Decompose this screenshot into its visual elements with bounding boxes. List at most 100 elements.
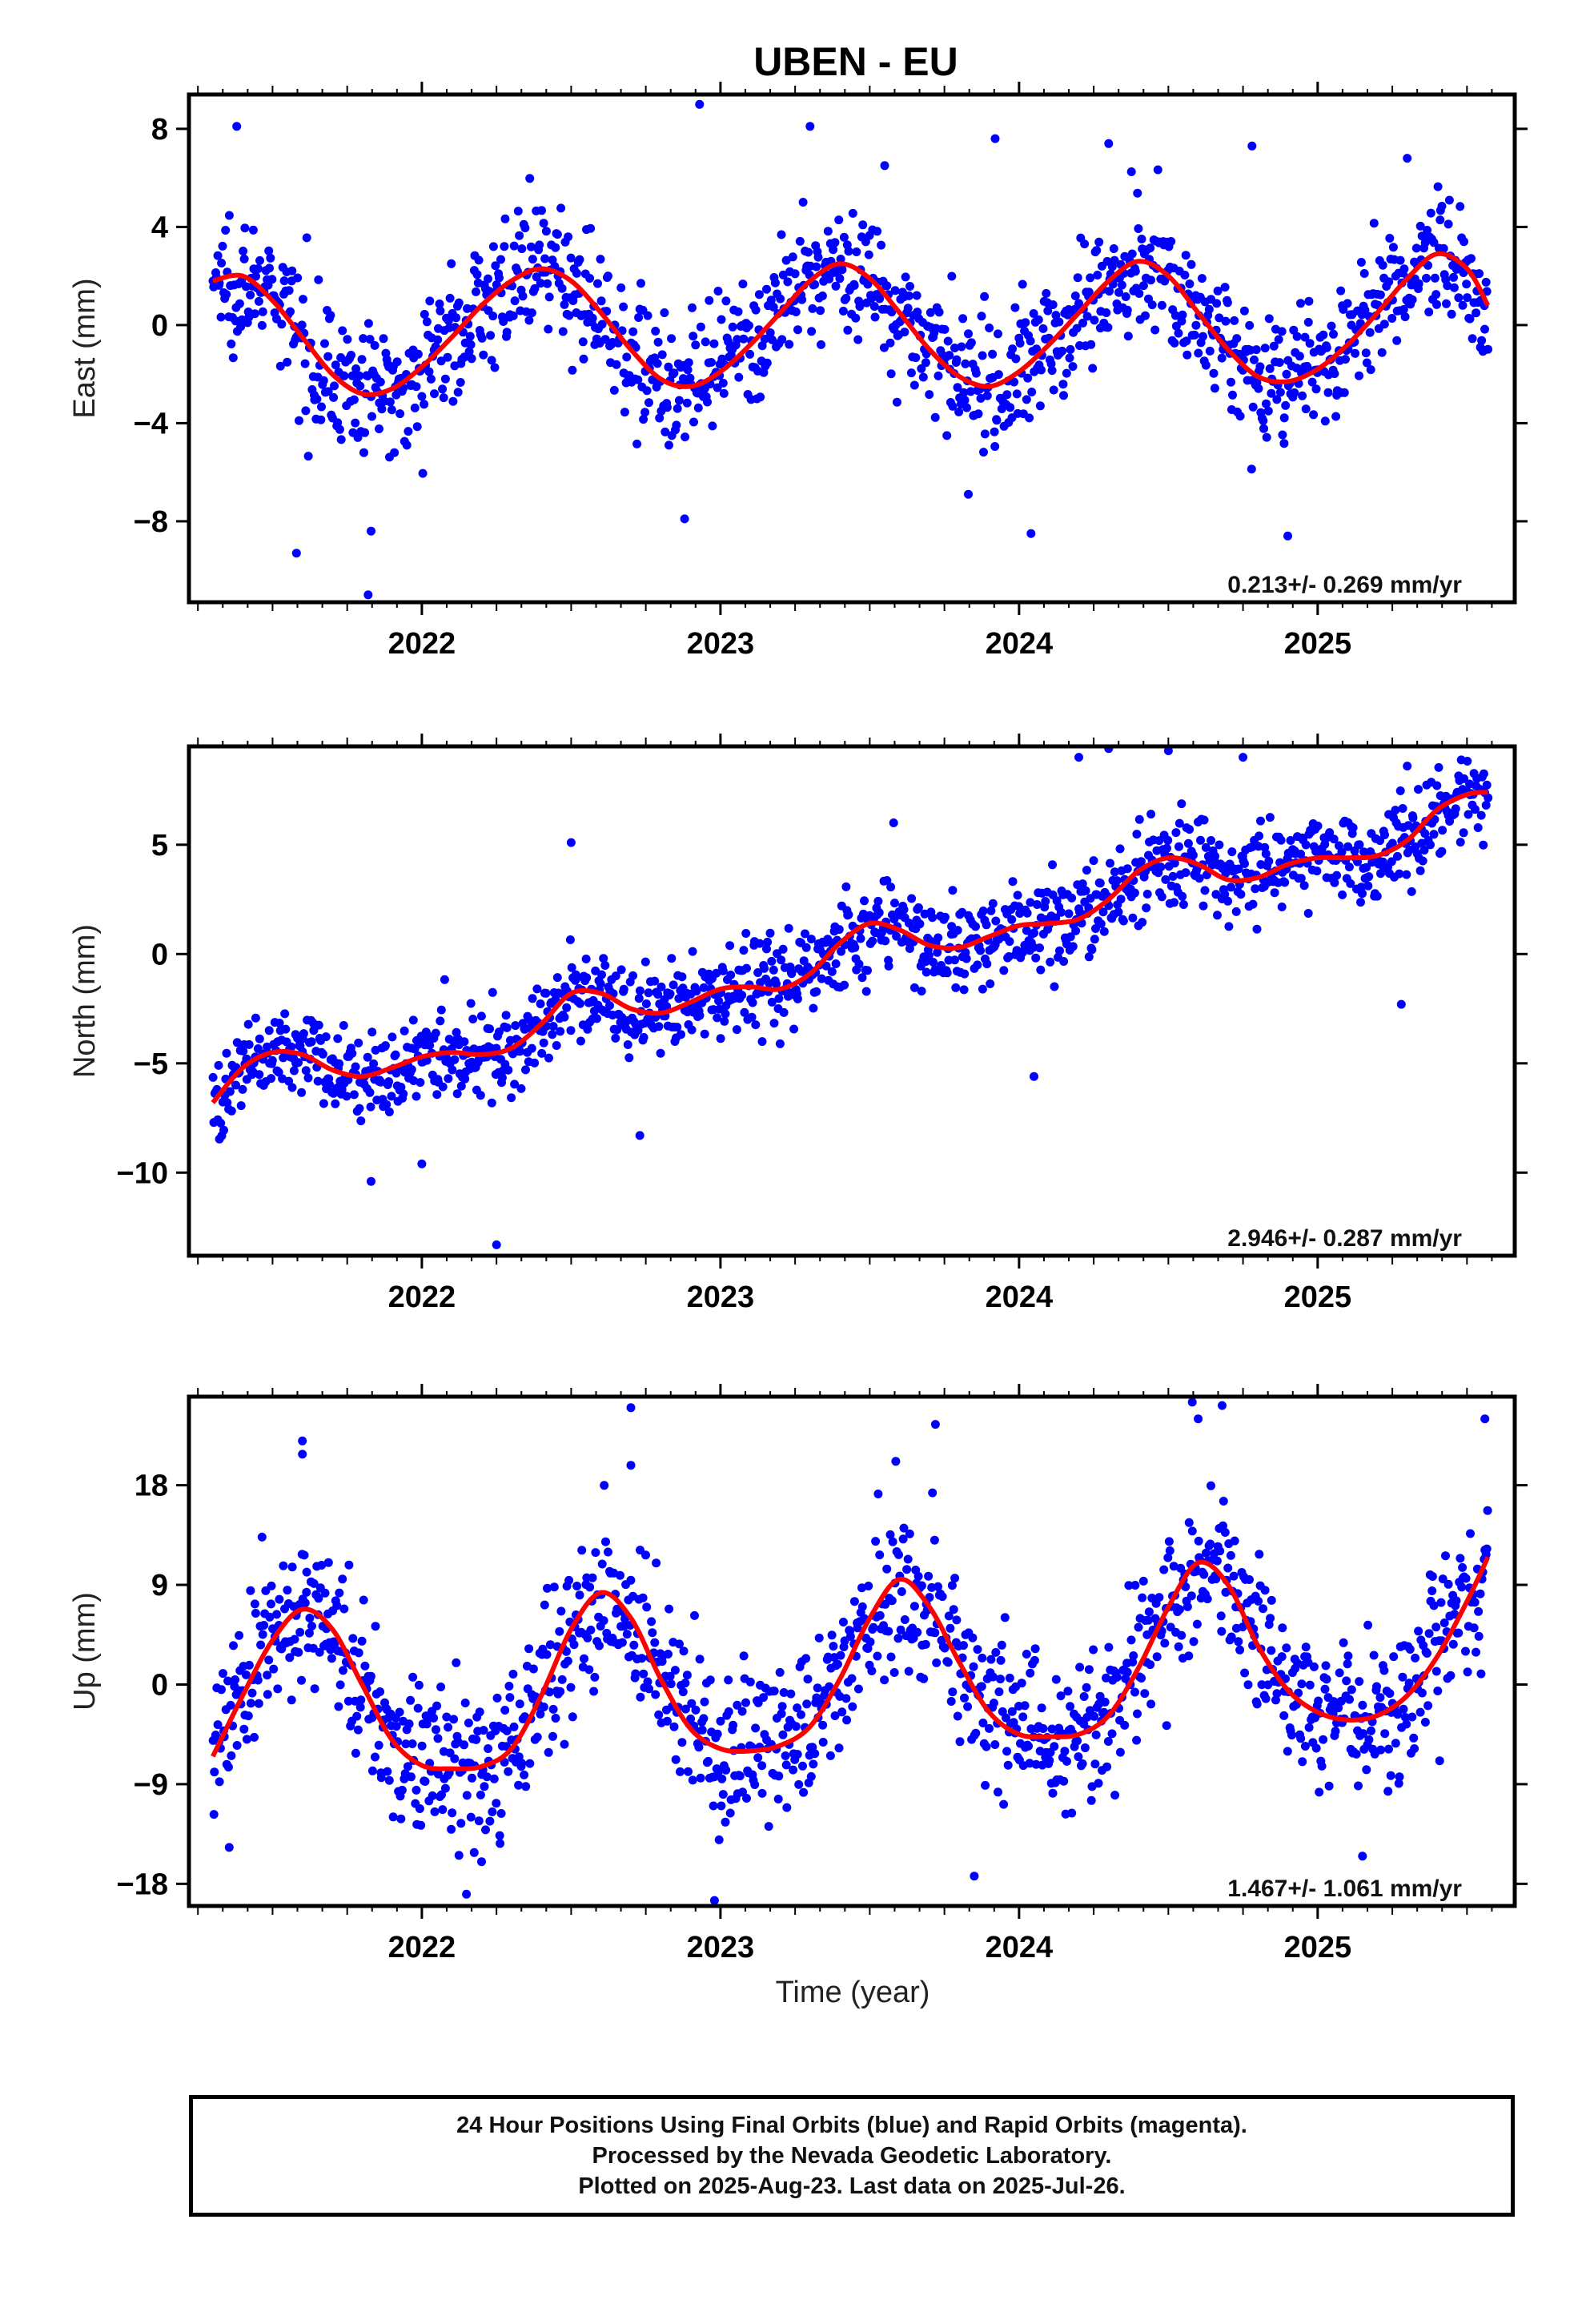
up-data-point (1380, 1729, 1390, 1739)
up-data-point (1110, 1791, 1120, 1800)
north-data-point (528, 994, 537, 1003)
east-data-point (1138, 281, 1148, 291)
east-data-point (1399, 264, 1409, 274)
east-data-point (264, 246, 274, 255)
east-data-point (1399, 305, 1408, 314)
north-data-point (779, 1007, 789, 1017)
up-data-point (955, 1737, 965, 1747)
north-data-point (817, 974, 826, 983)
up-data-point (932, 1658, 942, 1667)
north-data-point (1171, 828, 1181, 838)
east-data-point (669, 368, 679, 378)
east-data-point (1281, 400, 1291, 410)
east-data-point (453, 388, 463, 397)
east-data-point (1375, 290, 1385, 300)
east-data-point (1423, 226, 1432, 235)
east-data-point (696, 322, 705, 332)
north-data-point (1078, 879, 1087, 889)
east-data-point (433, 335, 443, 344)
north-outlier-point (566, 838, 576, 847)
east-data-point (1126, 167, 1136, 176)
north-data-point (289, 1066, 299, 1076)
east-data-point (1174, 328, 1183, 338)
east-data-point (517, 244, 527, 254)
east-data-point (841, 293, 851, 303)
north-data-point (921, 967, 931, 977)
east-data-point (1343, 299, 1352, 308)
up-data-point (251, 1609, 260, 1618)
up-data-point (408, 1672, 418, 1682)
north-data-point (1032, 900, 1042, 909)
north-data-point (1419, 846, 1429, 855)
up-data-point (847, 1674, 857, 1683)
up-data-point (853, 1684, 863, 1694)
east-data-point (246, 290, 255, 300)
up-data-point (814, 1633, 824, 1642)
east-data-point (913, 308, 922, 317)
north-data-point (539, 1038, 548, 1047)
north-data-point (739, 946, 749, 955)
east-data-point (1454, 293, 1464, 303)
up-data-point (1367, 1726, 1375, 1735)
up-data-point (1297, 1679, 1307, 1689)
up-data-point (891, 1457, 901, 1466)
north-data-point (1134, 814, 1144, 824)
north-data-point (1199, 901, 1208, 911)
up-data-point (757, 1761, 767, 1771)
east-data-point (1465, 314, 1475, 324)
up-data-point (714, 1835, 724, 1844)
up-data-point (253, 1675, 263, 1685)
east-data-point (1462, 279, 1472, 289)
north-data-point (239, 1047, 248, 1055)
up-data-point (963, 1702, 973, 1711)
east-data-point (239, 247, 248, 255)
east-data-point (1481, 277, 1491, 287)
east-data-point (1025, 413, 1034, 423)
east-data-point (500, 242, 509, 251)
east-data-point (1090, 316, 1099, 325)
east-data-point (769, 303, 778, 312)
up-outlier-point (970, 1872, 979, 1881)
up-data-point (561, 1647, 571, 1656)
up-data-point (1438, 1574, 1447, 1584)
north-data-point (861, 987, 871, 996)
east-data-point (532, 272, 541, 282)
up-data-point (1260, 1586, 1270, 1595)
up-data-point (864, 1582, 873, 1590)
east-data-point (1157, 300, 1166, 310)
up-data-point (1037, 1703, 1046, 1713)
up-data-point (1007, 1707, 1017, 1716)
east-data-point (886, 369, 896, 379)
east-data-point (427, 374, 436, 384)
up-data-point (488, 1807, 497, 1816)
up-data-point (599, 1616, 608, 1626)
east-data-point (452, 313, 461, 323)
up-data-point (239, 1724, 249, 1734)
up-data-point (339, 1604, 349, 1614)
east-data-point (410, 403, 420, 412)
north-data-point (1359, 847, 1368, 857)
east-data-point (909, 380, 919, 390)
up-data-point (971, 1728, 981, 1738)
east-data-point (240, 223, 250, 233)
north-outlier-point (1403, 762, 1412, 771)
east-data-point (604, 271, 612, 281)
east-data-point (1134, 289, 1144, 298)
east-data-point (360, 428, 370, 437)
north-data-point (1434, 762, 1443, 772)
north-data-point (1265, 813, 1275, 822)
east-data-point (609, 385, 619, 395)
north-data-point (1296, 874, 1306, 883)
up-data-point (1305, 1680, 1315, 1690)
east-data-point (1259, 416, 1268, 425)
east-outlier-point (964, 489, 973, 499)
east-data-point (843, 325, 853, 335)
north-data-point (837, 947, 846, 956)
north-data-point (1161, 875, 1170, 884)
up-data-point (1339, 1638, 1348, 1647)
north-data-point (1007, 915, 1017, 924)
east-data-point (1431, 290, 1441, 300)
up-y-tick-label: 0 (151, 1668, 168, 1702)
east-data-point (314, 275, 323, 284)
up-data-point (1132, 1735, 1142, 1745)
